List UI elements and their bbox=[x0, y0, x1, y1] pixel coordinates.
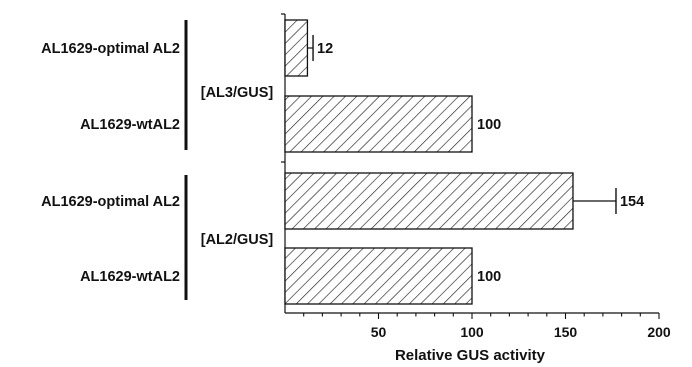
value-label: 12 bbox=[317, 41, 333, 57]
group-label: [AL3/GUS] bbox=[201, 85, 274, 101]
category-label: AL1629-wtAL2 bbox=[80, 117, 180, 133]
x-tick-label: 100 bbox=[460, 324, 484, 340]
axes: 50 100 150 200 bbox=[184, 13, 671, 340]
x-tick-label: 50 bbox=[371, 324, 387, 340]
value-label: 100 bbox=[477, 117, 501, 133]
bars bbox=[284, 19, 617, 305]
group-label: [AL2/GUS] bbox=[201, 232, 274, 248]
bar bbox=[284, 172, 574, 230]
category-label: AL1629-optimal AL2 bbox=[41, 194, 180, 210]
x-tick-label: 200 bbox=[647, 324, 671, 340]
bar bbox=[284, 247, 473, 305]
bar bbox=[284, 19, 309, 77]
bar bbox=[284, 95, 473, 153]
category-label: AL1629-optimal AL2 bbox=[41, 41, 180, 57]
value-label: 100 bbox=[477, 269, 501, 285]
x-axis-label: Relative GUS activity bbox=[395, 347, 546, 364]
category-label: AL1629-wtAL2 bbox=[80, 269, 180, 285]
x-tick-label: 150 bbox=[554, 324, 578, 340]
labels: [AL3/GUS] AL1629-optimal AL2 12 AL1629-wtAL… bbox=[41, 41, 644, 285]
value-label: 154 bbox=[620, 194, 644, 210]
